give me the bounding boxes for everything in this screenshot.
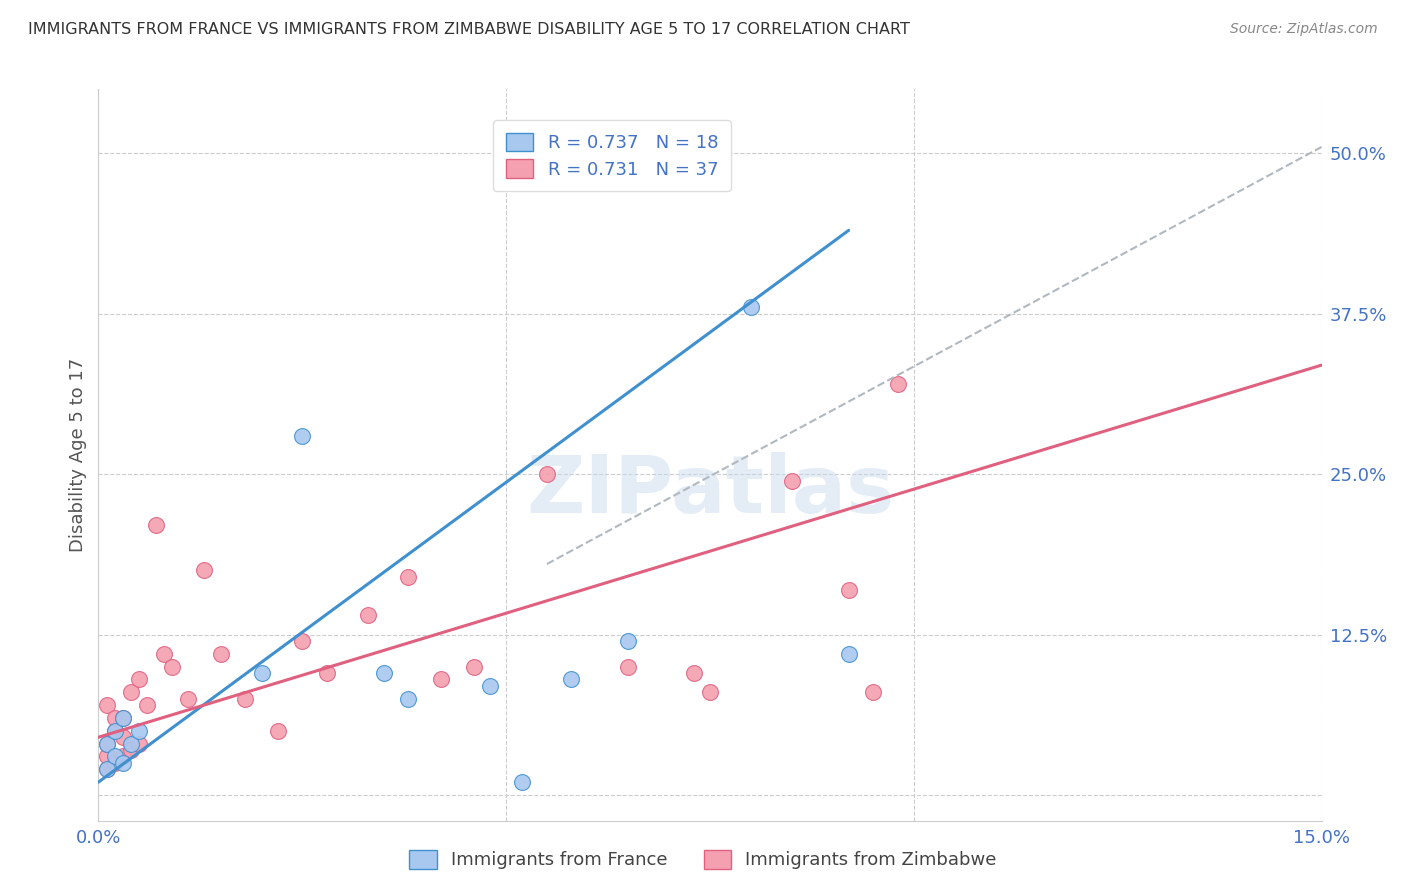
Point — [128, 723, 150, 738]
Point — [177, 691, 200, 706]
Point — [96, 749, 118, 764]
Point — [536, 467, 558, 482]
Point — [96, 737, 118, 751]
Point — [682, 666, 704, 681]
Point — [740, 301, 762, 315]
Point — [233, 691, 256, 706]
Point — [396, 570, 419, 584]
Point — [104, 749, 127, 764]
Point — [430, 673, 453, 687]
Point — [838, 582, 860, 597]
Point — [104, 723, 127, 738]
Point — [560, 673, 582, 687]
Point — [356, 608, 378, 623]
Point — [617, 659, 640, 673]
Point — [250, 666, 273, 681]
Point — [267, 723, 290, 738]
Point — [291, 634, 314, 648]
Point — [96, 737, 118, 751]
Point — [96, 762, 118, 776]
Point — [396, 691, 419, 706]
Point — [617, 634, 640, 648]
Point — [96, 762, 118, 776]
Point — [780, 474, 803, 488]
Point — [160, 659, 183, 673]
Point — [111, 711, 134, 725]
Point — [512, 775, 534, 789]
Point — [478, 679, 501, 693]
Point — [111, 756, 134, 770]
Point — [193, 563, 215, 577]
Point — [96, 698, 118, 713]
Y-axis label: Disability Age 5 to 17: Disability Age 5 to 17 — [69, 358, 87, 552]
Point — [111, 730, 134, 744]
Point — [145, 518, 167, 533]
Point — [120, 685, 142, 699]
Text: ZIPatlas: ZIPatlas — [526, 452, 894, 531]
Point — [128, 673, 150, 687]
Point — [886, 377, 908, 392]
Text: IMMIGRANTS FROM FRANCE VS IMMIGRANTS FROM ZIMBABWE DISABILITY AGE 5 TO 17 CORREL: IMMIGRANTS FROM FRANCE VS IMMIGRANTS FRO… — [28, 22, 910, 37]
Point — [152, 647, 174, 661]
Point — [463, 659, 485, 673]
Point — [699, 685, 721, 699]
Point — [128, 737, 150, 751]
Point — [136, 698, 159, 713]
Text: Source: ZipAtlas.com: Source: ZipAtlas.com — [1230, 22, 1378, 37]
Legend: Immigrants from France, Immigrants from Zimbabwe: Immigrants from France, Immigrants from … — [401, 841, 1005, 879]
Point — [209, 647, 232, 661]
Point — [838, 647, 860, 661]
Point — [104, 723, 127, 738]
Point — [373, 666, 395, 681]
Point — [104, 756, 127, 770]
Point — [291, 428, 314, 442]
Point — [120, 737, 142, 751]
Point — [315, 666, 337, 681]
Point — [862, 685, 884, 699]
Point — [120, 743, 142, 757]
Point — [111, 711, 134, 725]
Point — [104, 711, 127, 725]
Legend: R = 0.737   N = 18, R = 0.731   N = 37: R = 0.737 N = 18, R = 0.731 N = 37 — [494, 120, 731, 192]
Point — [111, 749, 134, 764]
